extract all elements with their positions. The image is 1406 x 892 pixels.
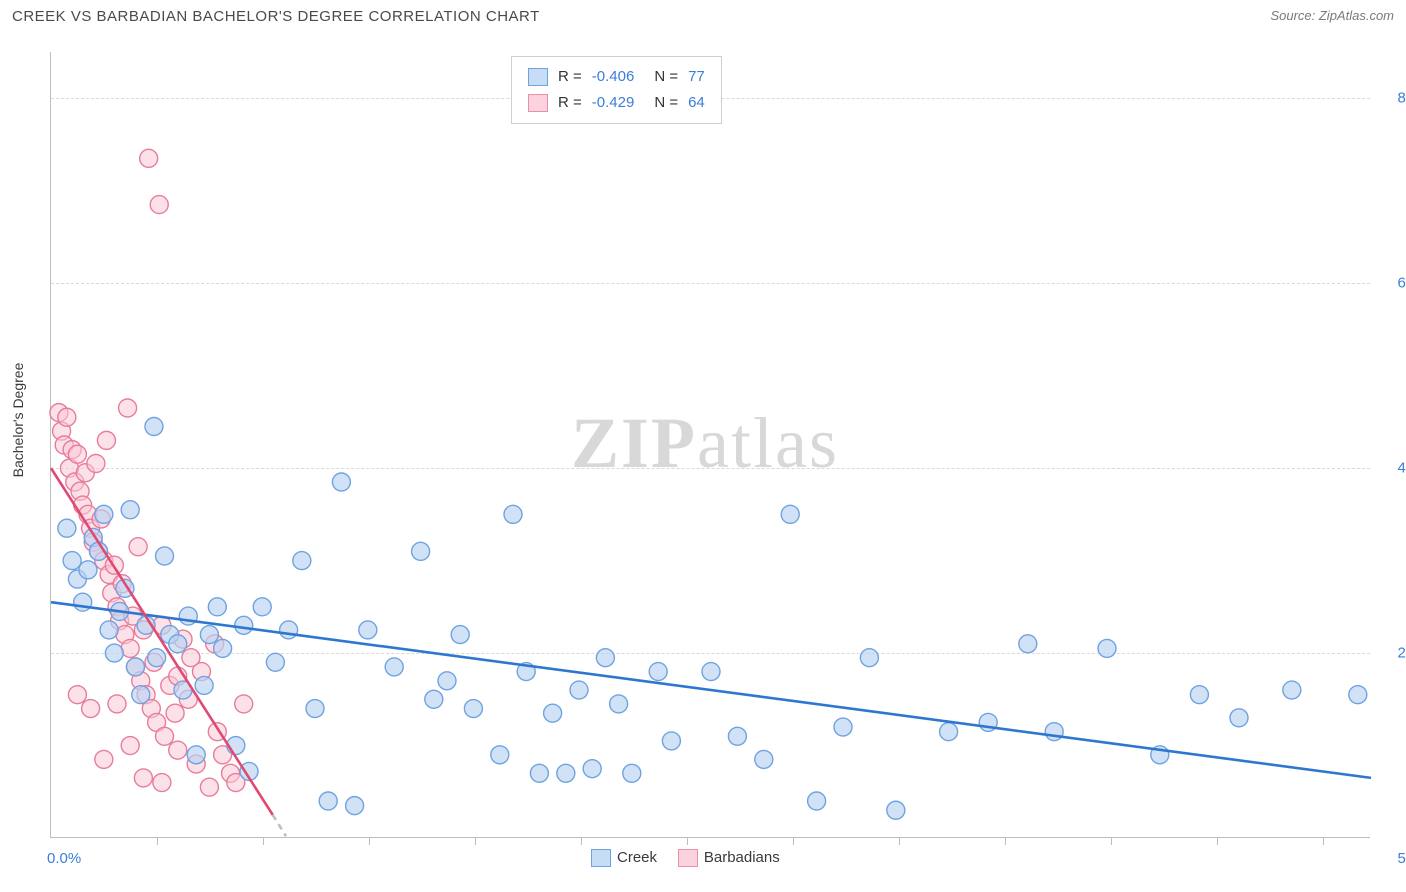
y-tick-label: 60.0% bbox=[1380, 275, 1406, 292]
chart-title: CREEK VS BARBADIAN BACHELOR'S DEGREE COR… bbox=[12, 8, 1394, 38]
stats-row-barbadians: R = -0.429 N = 64 bbox=[524, 91, 709, 115]
y-axis-label: Bachelor's Degree bbox=[10, 363, 26, 478]
x-tick-label: 50.0% bbox=[1380, 850, 1406, 867]
y-tick-label: 20.0% bbox=[1380, 645, 1406, 662]
plot-area: 20.0%40.0%60.0%80.0% 0.0%50.0% ZIPatlas … bbox=[50, 52, 1370, 838]
x-tick-label: 0.0% bbox=[47, 850, 81, 867]
y-tick-label: 40.0% bbox=[1380, 460, 1406, 477]
scatter-layer bbox=[51, 52, 1371, 838]
legend-label-creek: Creek bbox=[617, 849, 657, 866]
legend-label-barbadians: Barbadians bbox=[704, 849, 780, 866]
watermark: ZIPatlas bbox=[571, 402, 839, 485]
y-tick-label: 80.0% bbox=[1380, 90, 1406, 107]
series-legend: Creek Barbadians bbox=[591, 849, 780, 867]
stats-legend: R = -0.406 N = 77 R = -0.429 N = 64 bbox=[511, 56, 722, 124]
stats-row-creek: R = -0.406 N = 77 bbox=[524, 65, 709, 89]
source-label: Source: ZipAtlas.com bbox=[1270, 8, 1394, 23]
